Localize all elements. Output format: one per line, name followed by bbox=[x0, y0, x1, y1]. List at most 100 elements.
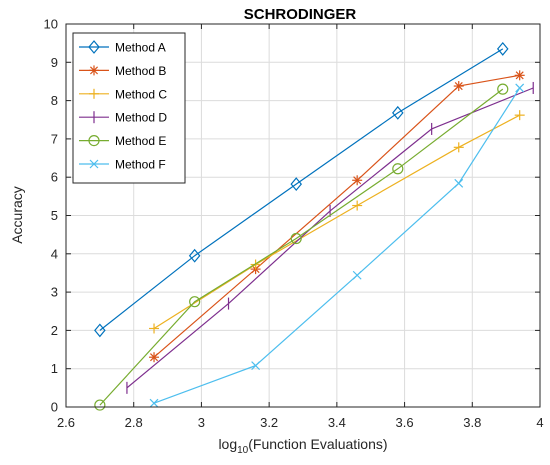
legend-label: Method A bbox=[115, 41, 166, 55]
legend-marker-shape bbox=[88, 135, 100, 147]
series-line bbox=[99, 48, 504, 331]
data-point-shape bbox=[392, 163, 404, 175]
y-axis-title: Accuracy bbox=[9, 186, 25, 244]
x-axis-ticks: 2.6 2.8 3 3.2 3.4 3.6 3.8 4 bbox=[57, 24, 544, 430]
legend-entry: Method B bbox=[79, 64, 166, 78]
data-point-shape bbox=[94, 399, 106, 411]
x-tick-label: 3.4 bbox=[328, 415, 346, 430]
data-point bbox=[514, 70, 525, 81]
data-point-shape bbox=[290, 232, 302, 245]
x-tick-label: 2.8 bbox=[125, 415, 143, 430]
x-tick-label: 3.8 bbox=[463, 415, 481, 430]
data-point-stroke bbox=[515, 83, 525, 93]
data-point-stroke bbox=[150, 353, 159, 362]
x-tick-label: 4 bbox=[536, 415, 543, 430]
legend-marker bbox=[88, 135, 100, 147]
legend-entry: Method A bbox=[79, 40, 166, 55]
series-2 bbox=[149, 70, 525, 363]
data-point-stroke bbox=[149, 398, 159, 408]
data-point-shape bbox=[94, 323, 106, 338]
x-tick-label: 2.6 bbox=[57, 415, 75, 430]
data-point-shape bbox=[290, 177, 303, 192]
legend-label: Method B bbox=[115, 64, 166, 78]
legend-marker bbox=[89, 65, 99, 76]
y-tick-label: 4 bbox=[51, 246, 58, 261]
data-point bbox=[453, 142, 464, 153]
data-point bbox=[352, 175, 363, 186]
data-point-shape bbox=[189, 296, 201, 308]
legend: Method A Method B Method C Method D Method E… bbox=[72, 32, 186, 184]
data-point bbox=[514, 110, 525, 121]
legend-entry: Method F bbox=[79, 158, 166, 172]
data-point bbox=[149, 352, 160, 363]
y-tick-label: 0 bbox=[51, 400, 58, 415]
series-6 bbox=[149, 83, 525, 408]
data-point bbox=[496, 41, 509, 56]
y-tick-label: 8 bbox=[51, 93, 58, 108]
y-tick-label: 3 bbox=[51, 285, 58, 300]
legend-marker-stroke bbox=[89, 66, 99, 75]
legend-entry: Method D bbox=[79, 111, 167, 125]
legend-marker-stroke bbox=[89, 159, 99, 169]
x-tick-label: 3 bbox=[198, 415, 205, 430]
series-1 bbox=[94, 41, 509, 338]
y-tick-label: 6 bbox=[51, 170, 58, 185]
y-tick-label: 10 bbox=[44, 17, 58, 32]
legend-box bbox=[72, 32, 186, 184]
data-point-stroke bbox=[353, 176, 362, 185]
data-point-shape bbox=[496, 41, 509, 56]
data-point bbox=[515, 83, 525, 93]
data-point bbox=[251, 361, 261, 371]
data-point bbox=[149, 398, 159, 408]
data-point bbox=[189, 296, 201, 308]
x-axis-title: log10(Function Evaluations) bbox=[218, 436, 387, 456]
data-point-stroke bbox=[515, 71, 524, 80]
data-point bbox=[454, 178, 464, 188]
chart-title: SCHRODINGER bbox=[244, 6, 357, 23]
data-point bbox=[352, 270, 362, 280]
data-point-shape bbox=[497, 83, 509, 95]
data-point bbox=[250, 259, 261, 270]
data-point-shape bbox=[188, 248, 201, 263]
series-4 bbox=[126, 81, 534, 394]
x-tick-label: 3.6 bbox=[396, 415, 414, 430]
x-axis-title-subscript: 10 bbox=[237, 445, 249, 456]
y-tick-label: 1 bbox=[51, 361, 58, 376]
data-point bbox=[453, 81, 464, 92]
legend-entry: Method E bbox=[79, 134, 166, 148]
y-tick-label: 5 bbox=[51, 208, 58, 223]
data-point bbox=[392, 105, 404, 120]
series-5 bbox=[94, 83, 509, 411]
y-tick-label: 7 bbox=[51, 131, 58, 146]
y-axis-ticks: 0 1 2 3 4 5 6 7 8 9 10 bbox=[44, 17, 540, 415]
x-axis-title-rest: (Function Evaluations) bbox=[248, 436, 387, 452]
legend-marker bbox=[89, 159, 99, 169]
legend-entry: Method C bbox=[79, 87, 167, 101]
series-lines bbox=[94, 41, 534, 411]
legend-marker bbox=[89, 88, 99, 99]
series-line bbox=[99, 88, 504, 406]
data-point-stroke bbox=[352, 270, 362, 280]
y-tick-label: 9 bbox=[51, 55, 58, 70]
data-point-stroke bbox=[251, 361, 261, 371]
data-point bbox=[94, 323, 106, 338]
data-point bbox=[94, 399, 106, 411]
series-3 bbox=[149, 110, 525, 334]
data-point bbox=[352, 200, 363, 211]
data-point bbox=[290, 232, 302, 245]
data-point-stroke bbox=[454, 82, 463, 91]
data-point bbox=[392, 163, 404, 175]
legend-label: Method D bbox=[115, 111, 167, 125]
x-tick-label: 3.2 bbox=[260, 415, 278, 430]
legend-marker bbox=[88, 40, 100, 54]
data-point bbox=[290, 177, 303, 192]
x-axis-title-log: log bbox=[218, 436, 237, 452]
data-point bbox=[188, 248, 201, 263]
legend-marker-shape bbox=[88, 40, 100, 54]
legend-label: Method C bbox=[115, 87, 167, 101]
legend-label: Method E bbox=[115, 134, 166, 148]
data-point-stroke bbox=[454, 178, 464, 188]
data-point bbox=[497, 83, 509, 95]
data-point-shape bbox=[392, 105, 404, 120]
